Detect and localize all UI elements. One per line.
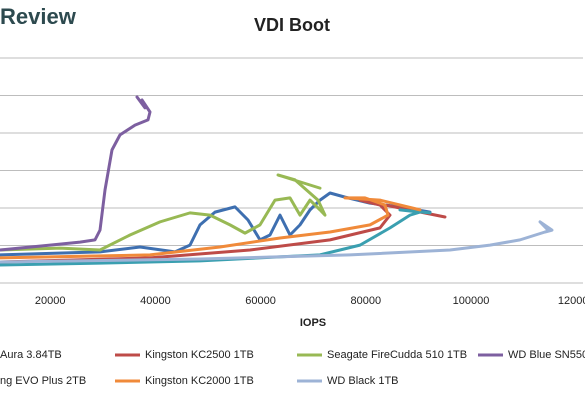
- series-line: [0, 191, 432, 257]
- x-tick-label: 40000: [140, 295, 171, 307]
- series-line: [0, 196, 422, 260]
- series-line: [0, 220, 554, 264]
- chart-title: VDI Boot: [254, 15, 330, 35]
- legend-label: Seagate FireCudda 510 1TB: [327, 349, 467, 361]
- logo: Review: [0, 4, 77, 29]
- series-line: [0, 95, 152, 252]
- x-tick-label: 80000: [351, 295, 382, 307]
- x-tick-label: 120000: [558, 295, 585, 307]
- legend-label: Kingston KC2500 1TB: [145, 349, 254, 361]
- legend-label: ng EVO Plus 2TB: [0, 375, 86, 387]
- series-line: [0, 208, 432, 267]
- legend-label: WD Blue SN550: [508, 349, 585, 361]
- legend-label: Aura 3.84TB: [0, 349, 62, 361]
- legend-label: WD Black 1TB: [327, 375, 399, 387]
- x-tick-label: 60000: [245, 295, 276, 307]
- x-tick-label: 20000: [35, 295, 66, 307]
- series-line: [0, 173, 327, 252]
- x-tick-label: 100000: [453, 295, 490, 307]
- legend-label: Kingston KC2000 1TB: [145, 375, 254, 387]
- x-axis-title: IOPS: [300, 317, 326, 329]
